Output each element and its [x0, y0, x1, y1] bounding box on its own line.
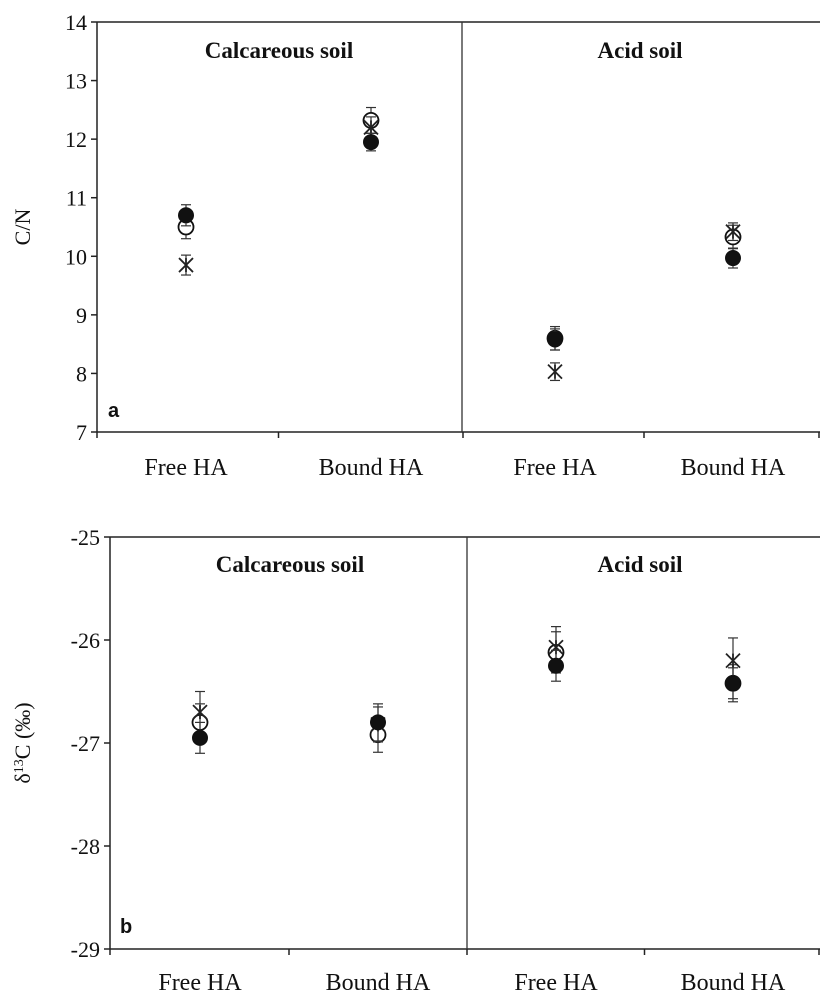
data-point-filled-circle — [725, 675, 741, 692]
group-title: Calcareous soil — [205, 38, 353, 63]
panel-letter: a — [108, 400, 120, 422]
panel-b: -29 -28 -27 -26 -25 Free HA Bound HA Free HA Bou… — [10, 525, 820, 996]
x-category-label: Free HA — [514, 970, 598, 996]
x-category-label: Bound HA — [319, 455, 424, 481]
y-tick-label: -27 — [71, 731, 100, 756]
data-point-asterisk — [192, 704, 208, 720]
y-tick-label: -26 — [71, 628, 100, 653]
y-axis-label-suffix: C (‰) — [10, 702, 35, 759]
y-tick-label: -25 — [71, 525, 100, 550]
y-tick-label: 7 — [76, 420, 87, 445]
group-title: Acid soil — [598, 38, 683, 63]
x-category-label: Bound HA — [326, 970, 431, 996]
y-tick-label: 10 — [65, 244, 87, 269]
panel-letter: b — [120, 916, 132, 938]
data-point-asterisk — [363, 119, 379, 136]
x-category-label: Free HA — [158, 970, 242, 996]
data-point-filled-circle — [178, 207, 194, 224]
y-axis-label-superscript: 13 — [12, 759, 27, 773]
data-point-filled-circle — [192, 729, 208, 746]
data-point-asterisk — [725, 652, 741, 669]
x-category-label: Bound HA — [681, 455, 786, 481]
data-point-filled-circle — [363, 134, 379, 151]
y-tick-label: -28 — [71, 834, 100, 859]
data-point-asterisk — [725, 224, 741, 240]
y-axis-label: δ13C (‰) — [10, 702, 35, 783]
y-axis-label: C/N — [10, 209, 35, 246]
y-tick-label: -29 — [71, 937, 100, 962]
y-axis-label-prefix: δ — [10, 773, 35, 783]
y-tick-label: 14 — [65, 10, 87, 35]
y-tick-label: 13 — [65, 69, 87, 94]
data-point-filled-circle — [370, 714, 386, 731]
group-title: Acid soil — [598, 552, 683, 577]
y-tick-label: 9 — [76, 303, 87, 328]
data-point-asterisk — [178, 257, 194, 273]
group-title: Calcareous soil — [216, 552, 364, 577]
data-point-filled-circle — [725, 250, 741, 267]
data-point-filled-circle — [548, 657, 564, 674]
data-point-filled-circle — [547, 331, 563, 348]
y-tick-label: 12 — [65, 127, 87, 152]
x-category-label: Bound HA — [681, 970, 786, 996]
y-tick-label: 8 — [76, 361, 87, 386]
y-tick-label: 11 — [66, 186, 87, 211]
panel-a: 7 8 9 10 11 12 13 14 Free HA Bound HA Free HA Bound… — [10, 10, 820, 481]
x-category-label: Free HA — [513, 455, 597, 481]
data-point-asterisk — [547, 364, 563, 380]
x-category-label: Free HA — [144, 455, 228, 481]
